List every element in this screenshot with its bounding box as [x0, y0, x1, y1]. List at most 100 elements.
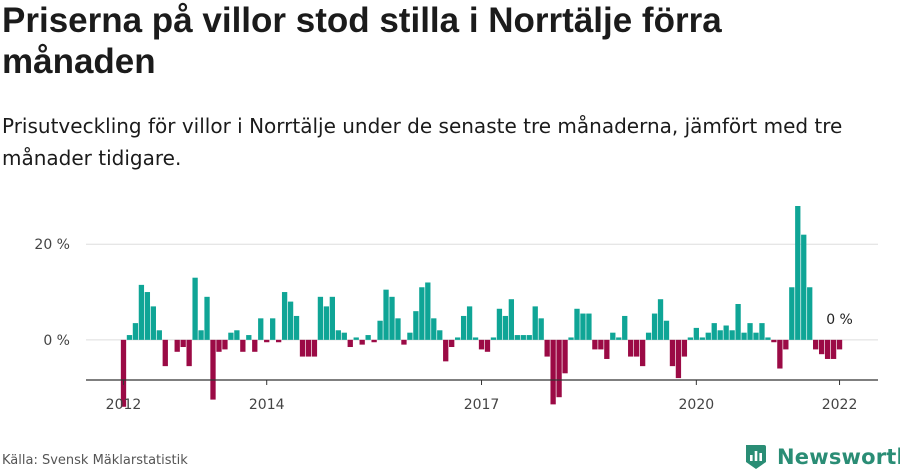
- bar: [657, 299, 664, 340]
- bar: [556, 339, 562, 398]
- bar: [496, 308, 503, 340]
- y-tick-label: 20 %: [34, 237, 70, 253]
- bar: [460, 315, 467, 340]
- bar: [186, 339, 192, 367]
- bar: [735, 303, 741, 340]
- bar: [437, 330, 443, 340]
- x-tick-label: 2014: [249, 397, 285, 413]
- bar: [252, 339, 258, 352]
- brand-name: Newsworthy: [777, 445, 900, 469]
- bar: [622, 315, 628, 340]
- x-tick-label: 2017: [464, 397, 500, 413]
- chart-x-axis: [86, 379, 878, 385]
- bar: [240, 339, 246, 352]
- bar: [299, 339, 306, 357]
- bar: [293, 315, 300, 340]
- bar: [628, 339, 634, 357]
- bar: [508, 299, 515, 340]
- bar: [699, 337, 705, 340]
- bar: [270, 318, 276, 340]
- bar: [783, 339, 789, 350]
- bar: [222, 339, 228, 350]
- bar: [150, 306, 156, 340]
- bar: [132, 323, 139, 340]
- bar: [371, 339, 377, 343]
- bar: [258, 318, 264, 340]
- bar: [335, 330, 341, 340]
- bar: [419, 287, 425, 340]
- bar: [807, 287, 813, 340]
- bar: [329, 296, 335, 340]
- bar: [520, 335, 526, 340]
- bar: [538, 318, 544, 340]
- bar: [389, 296, 395, 340]
- bar: [287, 301, 294, 340]
- page-subtitle: Prisutveckling för villor i Norrtälje un…: [2, 114, 843, 170]
- bar: [156, 330, 162, 340]
- bar: [616, 337, 622, 340]
- bar: [198, 330, 204, 340]
- bar: [717, 330, 723, 340]
- bar: [729, 330, 735, 340]
- bar: [413, 311, 419, 340]
- bar: [741, 332, 747, 340]
- bar: [126, 335, 133, 340]
- bar: [580, 313, 586, 340]
- y-tick-label: 0 %: [43, 333, 70, 349]
- chart-labels: 0 % 20 % 2012 2014 2017 2020 2022 0 %: [34, 237, 857, 413]
- bar: [466, 306, 473, 340]
- bar: [359, 339, 365, 345]
- bar: [753, 332, 759, 340]
- bar: [174, 339, 180, 352]
- bar: [407, 332, 413, 340]
- bar: [586, 313, 592, 340]
- brand-logo: Newsworthy: [744, 440, 900, 474]
- bar: [246, 335, 252, 340]
- x-tick-label: 2012: [106, 397, 142, 413]
- bar: [681, 339, 688, 357]
- bar: [711, 323, 717, 340]
- latest-value-label: 0 %: [826, 312, 853, 328]
- bar: [639, 339, 646, 367]
- bar: [771, 339, 777, 343]
- bar: [544, 339, 550, 357]
- bar: [532, 306, 538, 340]
- bar: [192, 277, 198, 340]
- x-tick-label: 2020: [679, 397, 715, 413]
- bar: [562, 339, 568, 374]
- bar: [216, 339, 222, 352]
- bar: [401, 339, 407, 345]
- bar: [765, 337, 771, 340]
- bar: [801, 234, 807, 340]
- bar: [634, 339, 640, 357]
- bar: [687, 337, 694, 340]
- bar: [204, 296, 210, 340]
- bar: [723, 325, 729, 340]
- bar: [455, 337, 461, 340]
- bar: [180, 339, 186, 348]
- bar: [514, 335, 520, 340]
- bar: [813, 339, 819, 350]
- bar: [162, 339, 168, 367]
- bar: [305, 339, 312, 357]
- bar: [824, 339, 831, 359]
- bar: [550, 339, 556, 405]
- bar: [281, 292, 288, 340]
- bar: [234, 330, 240, 340]
- bar: [275, 339, 282, 343]
- bar: [610, 332, 616, 340]
- bar: [144, 292, 151, 340]
- bar: [651, 313, 658, 340]
- bar: [759, 323, 765, 340]
- bar: [568, 337, 574, 340]
- bar: [478, 339, 485, 350]
- bar: [789, 287, 795, 340]
- bar: [311, 339, 318, 357]
- bar: [353, 337, 359, 340]
- bar: [836, 339, 843, 350]
- bar: [449, 339, 455, 348]
- newsworthy-logo-icon: [746, 445, 766, 469]
- bar: [747, 323, 753, 340]
- x-tick-label: 2022: [822, 397, 858, 413]
- bar: [228, 332, 234, 340]
